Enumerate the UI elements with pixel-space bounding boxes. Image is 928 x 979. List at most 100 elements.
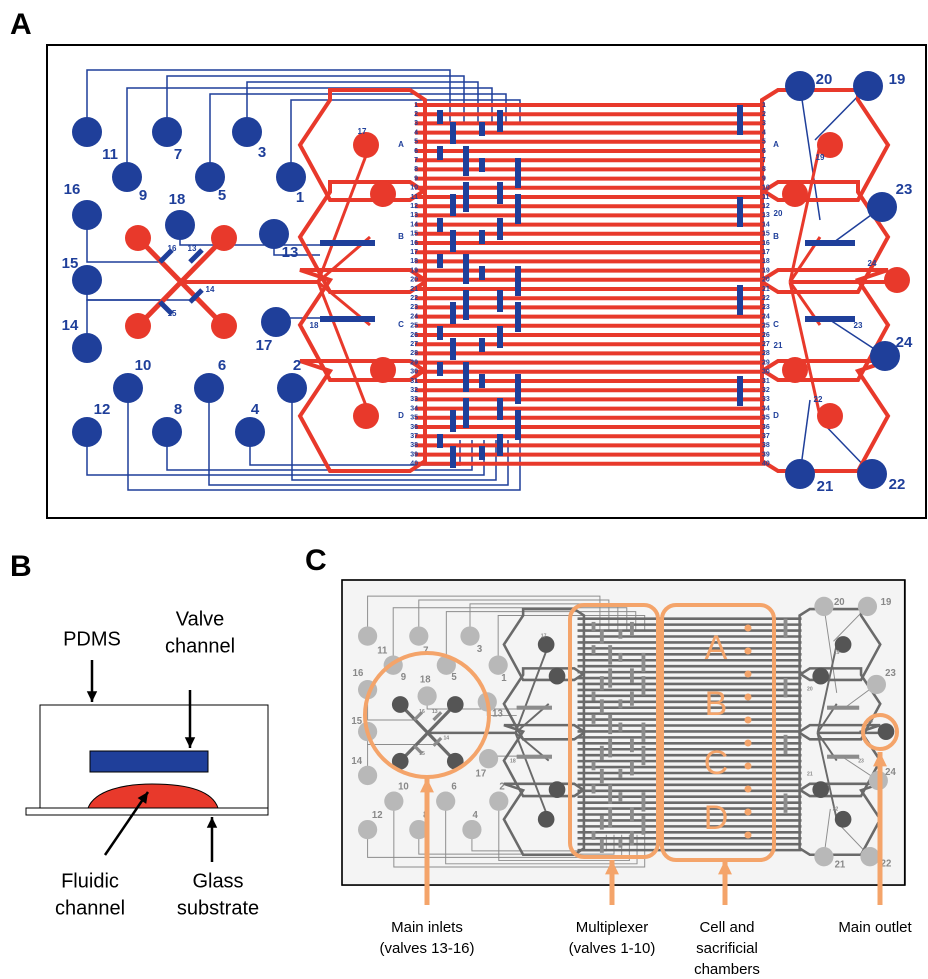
control-port	[277, 373, 307, 403]
port-label: 5	[451, 672, 457, 683]
valve-label: 21	[807, 771, 813, 777]
valve	[608, 645, 612, 664]
valve-label: 21	[774, 341, 783, 350]
valve	[515, 302, 521, 332]
valve	[450, 302, 456, 324]
fluid-port	[211, 225, 237, 251]
channel-number: 12	[410, 203, 418, 210]
channel-number: 26	[410, 332, 418, 339]
valve-label: 20	[774, 209, 783, 218]
valve	[479, 230, 485, 244]
chamber-dot	[745, 786, 752, 793]
valve	[463, 254, 469, 284]
channel-number: 28	[410, 350, 418, 357]
channel-number: 34	[410, 405, 418, 412]
port-label: 18	[169, 191, 186, 208]
valve	[642, 723, 646, 742]
channel-number: 28	[762, 350, 770, 357]
channel-number: 13	[762, 212, 770, 219]
channel-number: 36	[762, 424, 770, 431]
control-port	[384, 792, 403, 811]
valve	[450, 194, 456, 216]
valve	[463, 146, 469, 176]
control-port	[112, 162, 142, 192]
control-port	[72, 117, 102, 147]
chamber-dot	[745, 763, 752, 770]
channel-number: 39	[762, 451, 770, 458]
control-port	[152, 417, 182, 447]
channel-number: 8	[414, 166, 418, 173]
annotation: (valves 13-16)	[379, 940, 474, 957]
port-label: 13	[282, 244, 299, 261]
valve-label: 23	[854, 321, 863, 330]
channel-number: 33	[410, 396, 418, 403]
valve-channel	[90, 751, 208, 772]
label: Fluidic	[61, 870, 119, 892]
valve	[827, 755, 859, 759]
port-label: 11	[102, 146, 118, 163]
valve	[479, 266, 485, 280]
channel-number: 26	[762, 332, 770, 339]
valve	[592, 784, 596, 793]
chamber-letter: C	[773, 320, 779, 329]
fluid-port	[538, 811, 555, 828]
channel-number: 2	[414, 111, 418, 118]
chamber-dot	[745, 832, 752, 839]
channel-number: 1	[414, 102, 418, 109]
channel-number: 23	[762, 304, 770, 311]
valve	[450, 338, 456, 360]
channel-number: 37	[410, 433, 418, 440]
port-label: 24	[885, 767, 896, 778]
valve	[805, 240, 855, 246]
channel-number: 31	[762, 378, 770, 385]
control-port	[235, 417, 265, 447]
channel-number: 3	[414, 120, 418, 127]
channel-number: 23	[410, 304, 418, 311]
valve	[784, 678, 788, 697]
channel-number: 3	[762, 120, 766, 127]
figure: A B C 1173951161813151417106212842019232…	[0, 0, 928, 979]
control-port	[276, 162, 306, 192]
channel-number: 4	[414, 129, 418, 136]
control-port	[785, 71, 815, 101]
channel-number: 4	[762, 129, 766, 136]
channel-number: 17	[762, 249, 770, 256]
panel-label: C	[305, 544, 327, 577]
valve	[450, 446, 456, 468]
fluid-port	[370, 357, 396, 383]
port-label: 21	[835, 860, 846, 871]
channel-number: 29	[762, 359, 770, 366]
channel-number: 27	[410, 341, 418, 348]
valve-label: 18	[310, 321, 319, 330]
fluid-port	[782, 357, 808, 383]
port-label: 16	[64, 181, 81, 198]
valve	[479, 158, 485, 172]
control-port	[479, 749, 498, 768]
valve	[592, 645, 596, 654]
valve	[618, 630, 622, 639]
port-label: 11	[377, 645, 388, 656]
annotation: chambers	[694, 961, 760, 978]
control-port	[785, 459, 815, 489]
valve	[618, 699, 622, 708]
chamber-letter: D	[704, 799, 729, 837]
channel-number: 21	[762, 286, 770, 293]
valve-label: 15	[419, 751, 425, 757]
arrow-head	[87, 691, 97, 702]
channel-number: 5	[414, 139, 418, 146]
valve-label: 15	[168, 309, 177, 318]
channel-number: 5	[762, 139, 766, 146]
valve	[515, 374, 521, 404]
valve-label: 14	[443, 735, 449, 741]
channel-number: 14	[762, 221, 770, 228]
fluid-port	[878, 723, 895, 740]
control-port	[194, 373, 224, 403]
valve	[497, 110, 503, 132]
label: Valve	[176, 608, 225, 630]
chamber-letter: B	[705, 685, 728, 723]
port-label: 21	[817, 478, 834, 495]
valve-label: 17	[541, 633, 547, 639]
chamber-letter: C	[398, 320, 404, 329]
valve	[600, 676, 604, 690]
valve	[618, 792, 622, 801]
